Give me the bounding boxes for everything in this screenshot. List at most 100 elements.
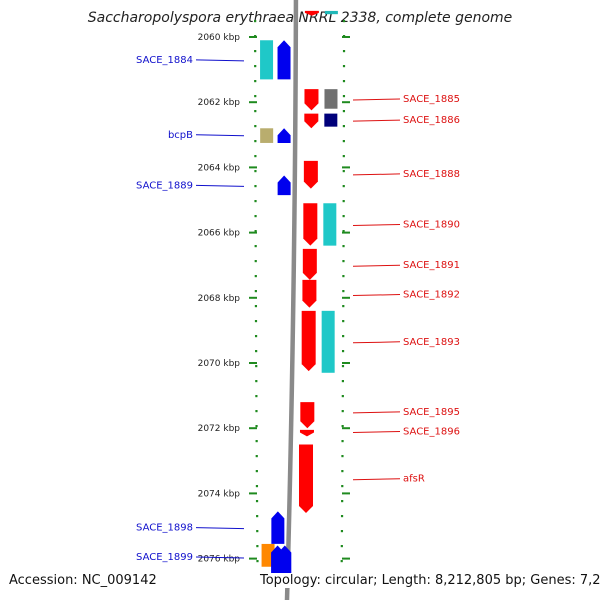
track-dot xyxy=(340,530,344,533)
track-dot xyxy=(256,545,259,548)
gene-label-leader xyxy=(352,98,401,101)
gene-label-leader xyxy=(195,184,245,187)
axis-tick-label: 2060 kbp xyxy=(198,33,241,43)
track-dot xyxy=(256,530,259,533)
track-dot xyxy=(342,335,345,338)
gene-label: SACE_1898 xyxy=(136,523,193,534)
axis-tick-label: 2076 kbp xyxy=(198,555,241,565)
track-dot xyxy=(341,470,344,473)
map-title: Saccharopolyspora erythraea NRRL 2338, c… xyxy=(87,10,513,26)
track-dot xyxy=(254,200,257,203)
axis-tick-label: 2066 kbp xyxy=(198,229,241,239)
track-dot xyxy=(254,215,257,218)
track-dot xyxy=(341,440,344,443)
gene-label: SACE_1891 xyxy=(403,260,460,271)
track-dot xyxy=(255,395,258,398)
axis-tick-label: 2074 kbp xyxy=(198,489,241,499)
forward-gene-arrow xyxy=(303,160,318,189)
cds-block xyxy=(323,203,337,246)
forward-strand-dotted-track xyxy=(340,20,346,563)
track-dot xyxy=(255,440,258,443)
track-dot xyxy=(254,230,257,233)
track-dot xyxy=(342,140,345,143)
track-dot xyxy=(342,245,345,248)
gene-label-leader xyxy=(195,527,245,530)
track-dot xyxy=(341,410,344,413)
cds-block xyxy=(260,128,274,143)
track-dot xyxy=(342,305,345,308)
track-dot xyxy=(342,125,345,128)
axis-tick-label: 2068 kbp xyxy=(198,294,241,304)
reverse-gene-arrow xyxy=(277,40,291,80)
track-dot xyxy=(255,485,259,488)
gene-label-leader xyxy=(195,134,245,137)
reverse-strand-dotted-track xyxy=(254,20,259,563)
cds-block xyxy=(260,40,274,80)
gene-label-leader xyxy=(352,173,401,176)
track-dot xyxy=(254,95,257,98)
gene-label-leader xyxy=(195,556,245,559)
track-dot xyxy=(342,275,345,278)
gene-label-leader xyxy=(352,430,401,433)
track-dot xyxy=(254,155,257,158)
track-dot xyxy=(342,185,345,188)
track-dot xyxy=(254,110,257,113)
gene-label-leader xyxy=(352,411,401,414)
track-dot xyxy=(254,305,258,308)
forward-gene-arrow xyxy=(300,402,315,429)
track-dot xyxy=(254,125,257,128)
gene-label: SACE_1892 xyxy=(403,290,460,301)
track-dot xyxy=(254,50,257,53)
gene-label: SACE_1896 xyxy=(403,426,460,437)
track-dot xyxy=(340,545,343,548)
cds-block xyxy=(324,113,338,127)
track-dot xyxy=(340,560,343,563)
cds-block xyxy=(321,310,335,373)
track-dot xyxy=(342,215,345,218)
track-dot xyxy=(341,455,344,458)
reverse-gene-arrow xyxy=(277,128,291,143)
gene-label: afsR xyxy=(403,474,425,485)
track-dot xyxy=(342,200,345,203)
gene-label-leader xyxy=(352,478,401,481)
track-dot xyxy=(255,500,259,503)
track-dot xyxy=(254,65,257,68)
track-dot xyxy=(254,335,258,338)
reverse-gene-arrow xyxy=(271,511,285,544)
track-dot xyxy=(254,170,257,173)
cds-block xyxy=(324,89,338,109)
track-dot xyxy=(341,350,345,353)
track-dot xyxy=(342,65,346,68)
forward-gene-arrow xyxy=(304,10,319,16)
axis-tick-label: 2062 kbp xyxy=(198,98,241,108)
track-dot xyxy=(341,500,344,503)
accession-text: Accession: NC_009142 xyxy=(6,573,160,588)
track-dot xyxy=(342,95,346,98)
gene-label-leader xyxy=(352,264,401,267)
forward-gene-arrow xyxy=(302,279,317,308)
track-dot xyxy=(255,425,258,428)
forward-gene-arrow xyxy=(299,429,314,437)
gene-label: SACE_1895 xyxy=(403,407,460,418)
gene-labels: SACE_1884 bcpB SACE_1889 SACE_1898 SACE_1899… xyxy=(136,55,460,563)
track-dot xyxy=(341,395,344,398)
track-dot xyxy=(254,260,257,263)
track-dot xyxy=(256,560,259,563)
gene-label: bcpB xyxy=(168,130,193,141)
track-dot xyxy=(254,80,257,83)
reverse-gene-arrow xyxy=(277,175,291,196)
track-dot xyxy=(254,185,257,188)
gene-label: SACE_1899 xyxy=(136,552,193,563)
track-dot xyxy=(254,320,258,323)
forward-gene-arrow xyxy=(304,89,319,111)
track-dot xyxy=(342,170,345,173)
track-dot xyxy=(340,515,344,518)
track-dot xyxy=(342,230,345,233)
gene-label: SACE_1885 xyxy=(403,94,460,105)
track-dot xyxy=(341,365,345,368)
track-dot xyxy=(254,140,257,143)
axis-tick-label: 2072 kbp xyxy=(198,424,241,434)
track-dot xyxy=(255,380,258,383)
track-dot xyxy=(342,320,345,323)
